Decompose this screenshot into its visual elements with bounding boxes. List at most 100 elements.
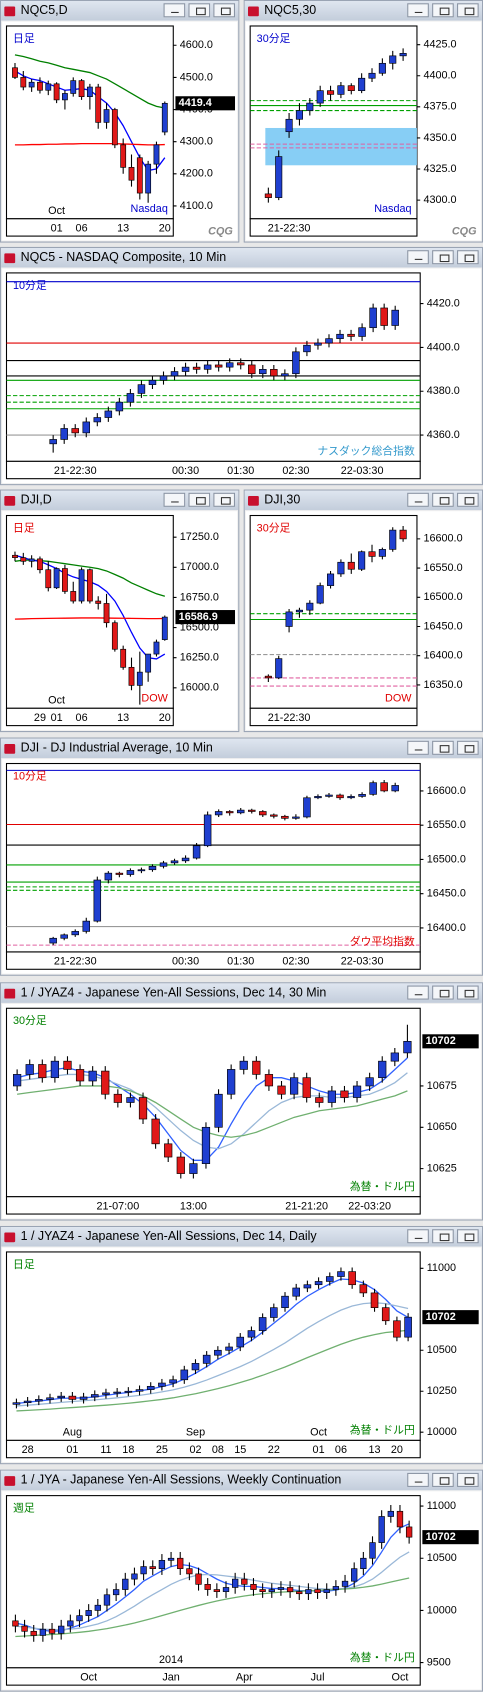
restore-button[interactable]	[432, 1229, 454, 1244]
title-bar: NQC5,30	[244, 1, 482, 21]
candle-body	[135, 1389, 144, 1392]
title-bar: NQC5,D	[1, 1, 239, 21]
candle-body	[325, 338, 333, 344]
candle-body	[341, 1580, 349, 1587]
candle-body	[213, 1589, 221, 1592]
candle-body	[337, 561, 345, 575]
x-tick-label: 25	[156, 1444, 168, 1456]
minimize-button[interactable]	[407, 1229, 429, 1244]
close-button[interactable]	[457, 740, 479, 755]
candle-body	[365, 1077, 374, 1087]
close-button[interactable]	[457, 1229, 479, 1244]
candle-body	[48, 1628, 56, 1634]
window-title: DJI,30	[264, 493, 301, 507]
y-tick-label: 16250.0	[180, 652, 219, 664]
minimize-button[interactable]	[407, 492, 429, 507]
chart-label: 日足	[13, 1259, 35, 1271]
candle-body	[332, 1586, 340, 1590]
candle-body	[231, 1578, 239, 1588]
minimize-button[interactable]	[407, 985, 429, 1000]
candle-body	[264, 193, 272, 198]
close-button[interactable]	[457, 3, 479, 18]
plot-area	[5, 514, 174, 709]
candle-body	[368, 72, 376, 79]
candle-body	[390, 1052, 399, 1062]
restore-button[interactable]	[432, 492, 454, 507]
candle-body	[396, 1510, 404, 1528]
minimize-button[interactable]	[407, 250, 429, 265]
candle-body	[45, 569, 52, 589]
candle-body	[176, 1156, 185, 1174]
close-button[interactable]	[457, 985, 479, 1000]
candle-body	[277, 1587, 285, 1590]
candle-body	[239, 1060, 248, 1070]
close-button[interactable]	[213, 492, 236, 507]
close-button[interactable]	[457, 492, 479, 507]
candle-body	[138, 1097, 148, 1120]
y-tick-label: 10500	[427, 1552, 457, 1564]
x-tick-label: 21-21:20	[285, 1200, 328, 1212]
window-icon	[4, 252, 16, 263]
candle-body	[258, 1317, 267, 1331]
minimize-button[interactable]	[407, 1472, 429, 1487]
candle-body	[159, 375, 168, 381]
close-button[interactable]	[457, 250, 479, 265]
x-tick-label: 01	[66, 1444, 78, 1456]
restore-button[interactable]	[188, 492, 211, 507]
candle-body	[314, 1281, 323, 1286]
x-tick-label: 13:00	[180, 1200, 207, 1212]
y-tick-label: 16600.0	[423, 533, 462, 545]
candle-body	[111, 622, 118, 650]
close-button[interactable]	[213, 3, 236, 18]
restore-button[interactable]	[432, 3, 454, 18]
x-axis-strip	[5, 1439, 421, 1459]
candle-body	[39, 1628, 47, 1636]
x-tick-label: 02:30	[282, 956, 309, 968]
candle-body	[369, 307, 377, 329]
candle-body	[347, 796, 355, 799]
window-title: 1 / JYAZ4 - Japanese Yen-All Sessions, D…	[20, 986, 327, 1000]
logo: CQG	[452, 226, 477, 238]
candle-body	[161, 616, 168, 640]
candle-body	[248, 364, 256, 375]
candle-body	[292, 816, 300, 819]
candle-body	[380, 307, 388, 326]
candle-body	[21, 1625, 28, 1632]
restore-button[interactable]	[432, 250, 454, 265]
restore-button[interactable]	[432, 1472, 454, 1487]
minimize-button[interactable]	[163, 492, 186, 507]
restore-button[interactable]	[432, 985, 454, 1000]
window-buttons	[407, 3, 479, 18]
minimize-button[interactable]	[163, 3, 186, 18]
y-tick-label: 10675	[427, 1080, 457, 1092]
candle-body	[336, 794, 344, 799]
candle-body	[292, 351, 300, 375]
last-price: 10702	[426, 1531, 456, 1543]
candle-body	[78, 569, 85, 602]
candle-body	[236, 809, 245, 814]
candle-body	[111, 109, 118, 146]
candle-body	[140, 1566, 147, 1575]
minimize-button[interactable]	[407, 740, 429, 755]
plot-area	[5, 272, 421, 462]
candle-body	[204, 1584, 211, 1590]
candle-body	[126, 1097, 135, 1103]
plot	[12, 1267, 412, 1412]
restore-button[interactable]	[432, 740, 454, 755]
candle-body	[12, 67, 18, 78]
x-tick-label: 11	[100, 1444, 111, 1456]
close-button[interactable]	[457, 1472, 479, 1487]
watermark: Nasdaq	[131, 203, 168, 215]
restore-button[interactable]	[188, 3, 211, 18]
candle-body	[203, 814, 212, 847]
candle-body	[295, 110, 303, 120]
candle-body	[86, 569, 93, 602]
candle-body	[323, 1589, 330, 1594]
x-tick-label: 01	[51, 222, 63, 234]
x-tick-label: 01:30	[227, 465, 254, 477]
y-tick-label: 16450.0	[427, 888, 466, 900]
candle-body	[120, 648, 127, 668]
last-price-box	[175, 96, 236, 111]
candle-body	[306, 102, 314, 111]
minimize-button[interactable]	[407, 3, 429, 18]
